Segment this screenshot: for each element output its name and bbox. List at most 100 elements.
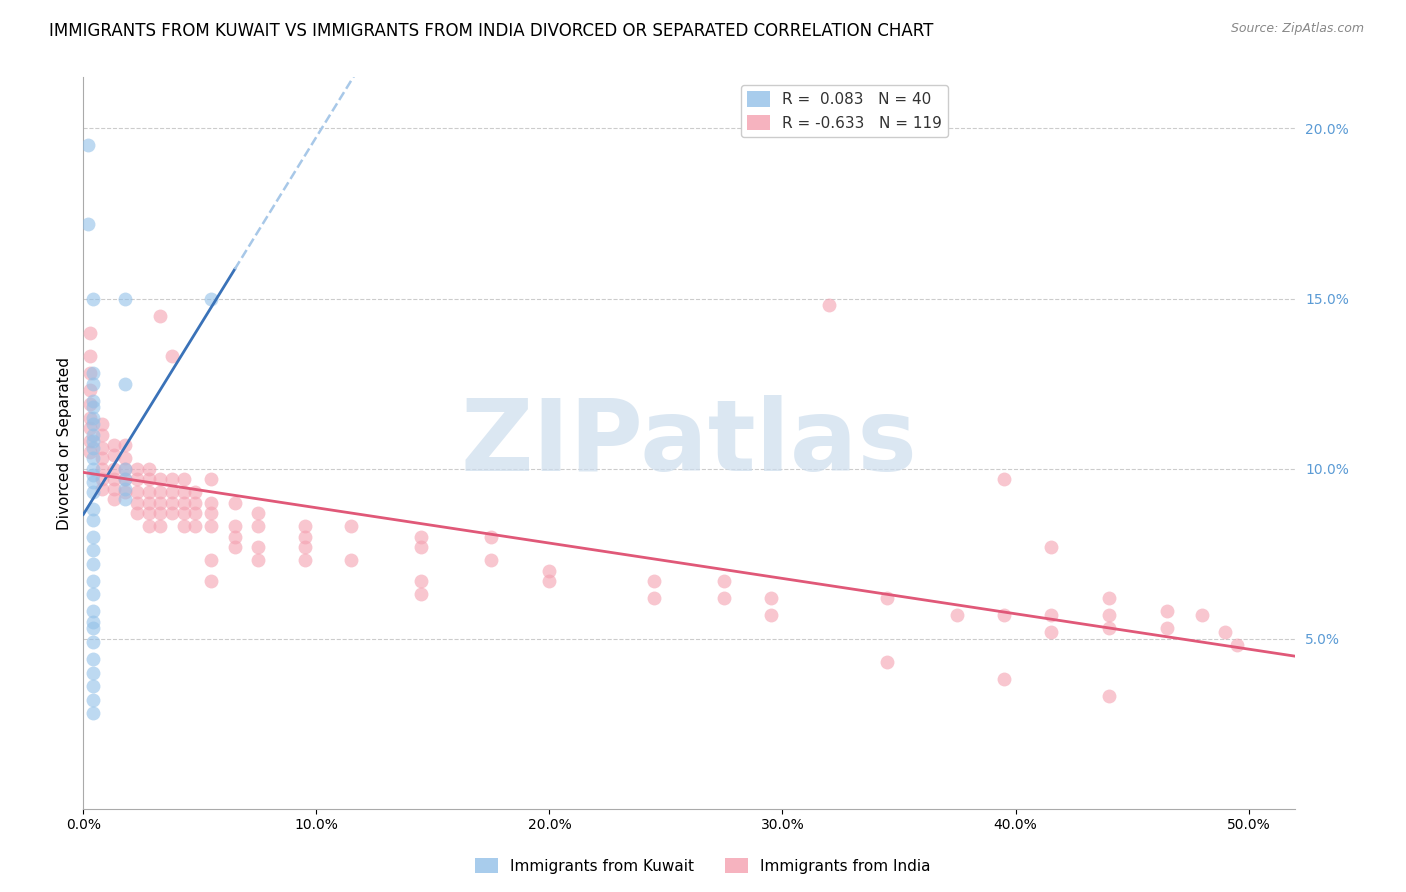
Point (818, 298, 841, 312)
Point (91, 472, 114, 486)
Point (538, 564, 561, 578)
Point (138, 506, 160, 520)
Point (224, 519, 246, 533)
Point (993, 673, 1015, 687)
Point (411, 587, 433, 601)
Point (411, 540, 433, 554)
Point (160, 472, 183, 486)
Point (173, 495, 195, 509)
Point (82, 451, 104, 466)
Point (91, 451, 114, 466)
Point (138, 495, 160, 509)
Point (82, 410, 104, 425)
Point (125, 472, 148, 486)
Point (82, 485, 104, 500)
Point (173, 485, 195, 500)
Point (82, 292, 104, 306)
Point (82, 434, 104, 449)
Point (160, 485, 183, 500)
Point (1098, 690, 1121, 704)
Point (411, 574, 433, 588)
Point (103, 438, 125, 452)
Point (114, 438, 136, 452)
Point (103, 448, 125, 462)
Point (149, 309, 172, 323)
Point (946, 607, 969, 622)
Point (79, 384, 101, 398)
Point (340, 519, 363, 533)
Point (1039, 607, 1062, 622)
Legend: R =  0.083   N = 40, R = -0.633   N = 119: R = 0.083 N = 40, R = -0.633 N = 119 (741, 85, 948, 136)
Point (82, 461, 104, 475)
Point (82, 622, 104, 636)
Point (876, 656, 898, 670)
Point (138, 519, 160, 533)
Point (82, 417, 104, 432)
Point (1156, 622, 1178, 636)
Point (82, 604, 104, 618)
Point (200, 472, 222, 486)
Point (1226, 639, 1249, 653)
Point (247, 519, 270, 533)
Point (713, 574, 735, 588)
Point (82, 401, 104, 415)
Point (82, 693, 104, 707)
Point (149, 472, 172, 486)
Point (91, 417, 114, 432)
Point (82, 574, 104, 588)
Point (114, 451, 136, 466)
Point (411, 530, 433, 544)
Point (79, 444, 101, 458)
Point (1098, 591, 1121, 605)
Point (1039, 540, 1062, 554)
Point (200, 574, 222, 588)
Point (91, 482, 114, 496)
Point (149, 495, 172, 509)
Point (82, 427, 104, 442)
Point (103, 492, 125, 507)
Point (82, 706, 104, 721)
Point (184, 519, 207, 533)
Point (200, 506, 222, 520)
Point (876, 591, 898, 605)
Point (125, 461, 148, 475)
Point (114, 472, 136, 486)
Point (82, 367, 104, 381)
Point (79, 349, 101, 363)
Point (114, 482, 136, 496)
Point (82, 587, 104, 601)
Point (82, 512, 104, 526)
Point (538, 574, 561, 588)
Point (1039, 624, 1062, 639)
Point (759, 607, 782, 622)
Point (200, 292, 222, 306)
Point (149, 485, 172, 500)
Point (114, 376, 136, 391)
Point (224, 530, 246, 544)
Point (759, 591, 782, 605)
Point (247, 540, 270, 554)
Point (82, 393, 104, 408)
Point (247, 506, 270, 520)
Point (125, 495, 148, 509)
Point (160, 506, 183, 520)
Point (479, 530, 502, 544)
Point (138, 461, 160, 475)
Point (77, 217, 100, 231)
Point (79, 434, 101, 449)
Point (82, 679, 104, 693)
Point (173, 519, 195, 533)
Point (82, 468, 104, 483)
Point (82, 441, 104, 455)
Point (993, 472, 1015, 486)
Text: IMMIGRANTS FROM KUWAIT VS IMMIGRANTS FROM INDIA DIVORCED OR SEPARATED CORRELATIO: IMMIGRANTS FROM KUWAIT VS IMMIGRANTS FRO… (49, 22, 934, 40)
Point (125, 506, 148, 520)
Point (479, 553, 502, 567)
Point (1191, 607, 1213, 622)
Point (114, 485, 136, 500)
Point (82, 543, 104, 558)
Point (103, 472, 125, 486)
Point (103, 482, 125, 496)
Point (160, 495, 183, 509)
Point (138, 472, 160, 486)
